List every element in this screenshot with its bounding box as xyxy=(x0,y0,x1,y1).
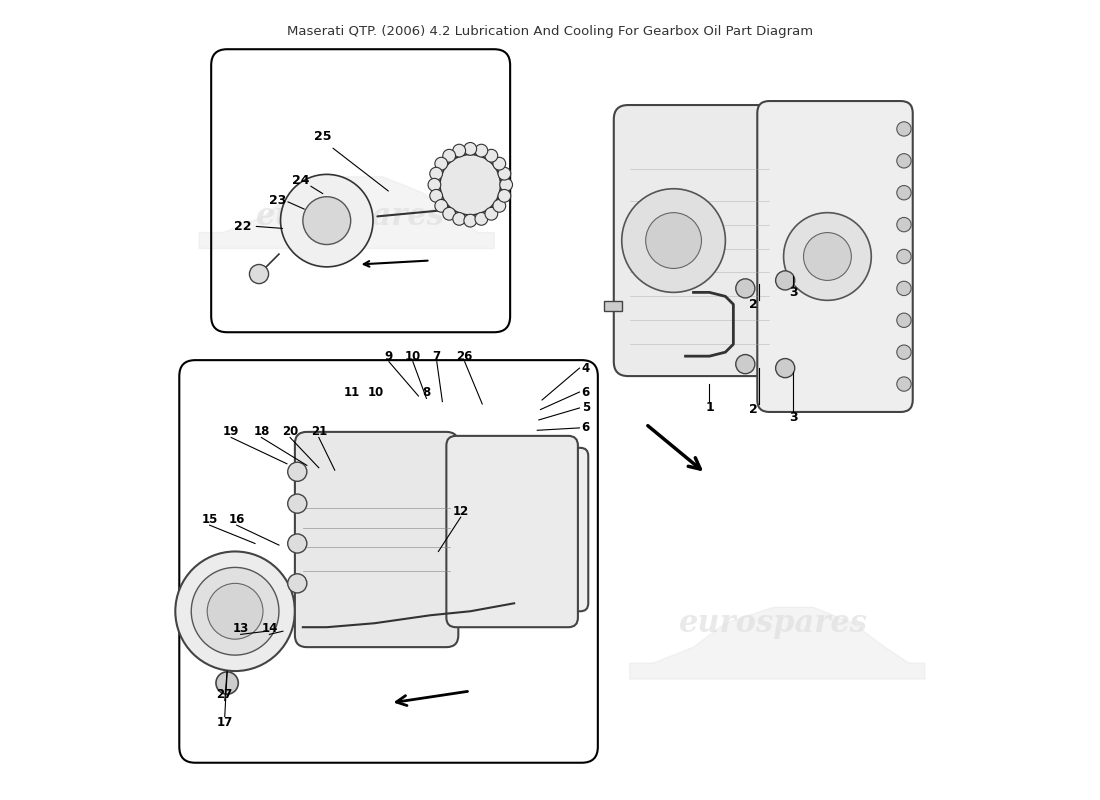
Circle shape xyxy=(896,154,911,168)
Text: 10: 10 xyxy=(405,350,421,362)
Circle shape xyxy=(499,178,513,191)
Circle shape xyxy=(216,672,239,694)
Circle shape xyxy=(896,313,911,327)
FancyBboxPatch shape xyxy=(488,448,588,611)
Text: 2: 2 xyxy=(749,298,758,311)
Polygon shape xyxy=(199,177,494,249)
Text: 14: 14 xyxy=(261,622,277,635)
Text: 11: 11 xyxy=(344,386,361,398)
Bar xyxy=(604,301,622,310)
Text: 1: 1 xyxy=(705,402,714,414)
Circle shape xyxy=(440,154,500,215)
Circle shape xyxy=(493,199,506,212)
Text: eurospares: eurospares xyxy=(679,345,868,376)
Text: eurospares: eurospares xyxy=(256,568,446,599)
Text: 21: 21 xyxy=(310,426,327,438)
Circle shape xyxy=(896,377,911,391)
Circle shape xyxy=(803,233,851,281)
Circle shape xyxy=(498,190,510,202)
Text: 7: 7 xyxy=(432,350,441,362)
Text: 25: 25 xyxy=(314,130,331,143)
Circle shape xyxy=(776,358,794,378)
Circle shape xyxy=(453,144,465,157)
Text: 26: 26 xyxy=(456,350,473,362)
Circle shape xyxy=(896,250,911,264)
Circle shape xyxy=(430,190,442,202)
Circle shape xyxy=(302,197,351,245)
Circle shape xyxy=(430,167,442,180)
Circle shape xyxy=(288,494,307,514)
Circle shape xyxy=(464,214,476,227)
Text: 3: 3 xyxy=(789,411,797,424)
Text: 9: 9 xyxy=(385,350,393,362)
Circle shape xyxy=(288,462,307,482)
Text: 12: 12 xyxy=(452,505,469,518)
Circle shape xyxy=(207,583,263,639)
FancyBboxPatch shape xyxy=(757,101,913,412)
Circle shape xyxy=(493,158,506,170)
Circle shape xyxy=(475,213,487,226)
Text: 17: 17 xyxy=(217,715,233,729)
Circle shape xyxy=(434,158,448,170)
Text: 5: 5 xyxy=(582,402,590,414)
Circle shape xyxy=(646,213,702,269)
Text: 3: 3 xyxy=(789,286,797,299)
Circle shape xyxy=(896,282,911,295)
Text: 18: 18 xyxy=(253,426,270,438)
Circle shape xyxy=(453,213,465,226)
Circle shape xyxy=(428,178,441,191)
Circle shape xyxy=(776,271,794,290)
Text: 2: 2 xyxy=(749,403,758,416)
Circle shape xyxy=(485,207,497,220)
Circle shape xyxy=(896,345,911,359)
Circle shape xyxy=(896,186,911,200)
Circle shape xyxy=(621,189,725,292)
Circle shape xyxy=(288,574,307,593)
Circle shape xyxy=(896,122,911,136)
Text: 27: 27 xyxy=(217,689,233,702)
Circle shape xyxy=(250,265,268,284)
Circle shape xyxy=(896,218,911,232)
Text: 22: 22 xyxy=(234,220,252,233)
Circle shape xyxy=(443,207,455,220)
Text: 4: 4 xyxy=(582,362,590,374)
Polygon shape xyxy=(629,607,925,679)
Text: 16: 16 xyxy=(229,513,245,526)
FancyBboxPatch shape xyxy=(295,432,459,647)
Text: Maserati QTP. (2006) 4.2 Lubrication And Cooling For Gearbox Oil Part Diagram: Maserati QTP. (2006) 4.2 Lubrication And… xyxy=(287,26,813,38)
Circle shape xyxy=(736,279,755,298)
Circle shape xyxy=(783,213,871,300)
Circle shape xyxy=(475,144,487,157)
Text: 13: 13 xyxy=(232,622,249,635)
Circle shape xyxy=(288,534,307,553)
Circle shape xyxy=(280,174,373,267)
Circle shape xyxy=(175,551,295,671)
Circle shape xyxy=(498,167,510,180)
Text: 10: 10 xyxy=(368,386,384,398)
Text: 24: 24 xyxy=(292,174,309,187)
FancyBboxPatch shape xyxy=(614,105,778,376)
FancyBboxPatch shape xyxy=(447,436,578,627)
Circle shape xyxy=(464,142,476,155)
Text: 19: 19 xyxy=(223,426,240,438)
Circle shape xyxy=(434,199,448,212)
Circle shape xyxy=(736,354,755,374)
Text: 8: 8 xyxy=(422,386,430,398)
Circle shape xyxy=(191,567,279,655)
Circle shape xyxy=(443,150,455,162)
Text: 6: 6 xyxy=(582,386,590,398)
Text: eurospares: eurospares xyxy=(256,201,446,232)
Text: 15: 15 xyxy=(201,513,218,526)
Text: 6: 6 xyxy=(582,422,590,434)
Text: 20: 20 xyxy=(282,426,298,438)
Text: eurospares: eurospares xyxy=(679,608,868,638)
Circle shape xyxy=(485,150,497,162)
Text: 23: 23 xyxy=(268,194,286,207)
